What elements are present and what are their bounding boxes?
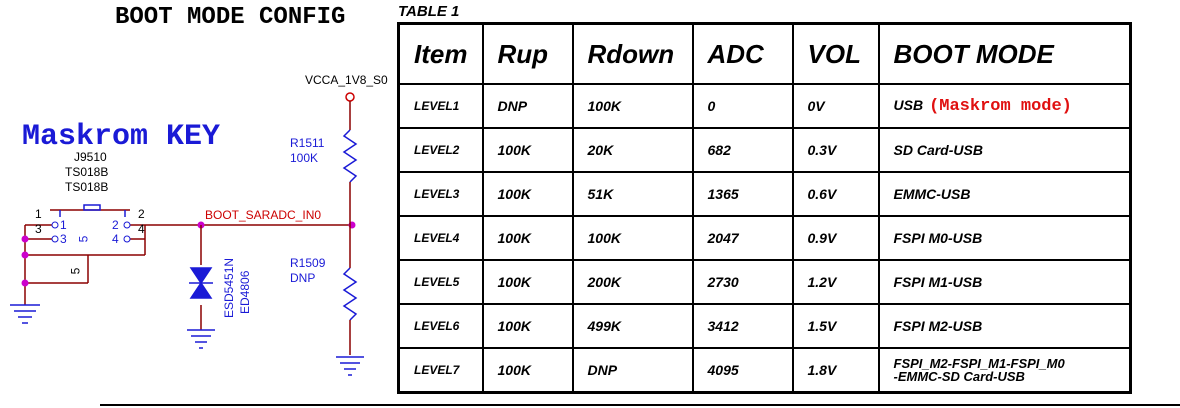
vol-cell: 1.2V — [791, 259, 880, 305]
pin-label: 2 — [112, 218, 119, 232]
resistor-value: 100K — [290, 151, 319, 165]
rup-cell: DNP — [481, 83, 574, 129]
adc-cell: 4095 — [691, 347, 794, 394]
pin-label: 1 — [35, 207, 42, 221]
rdown-cell: 100K — [571, 215, 694, 261]
diode-part: ESD5451N — [222, 257, 236, 318]
rup-cell: 100K — [481, 215, 574, 261]
switch-part: TS018B — [65, 165, 109, 179]
adc-cell: 2730 — [691, 259, 794, 305]
resistor-r1511 — [342, 101, 358, 225]
level-cell: LEVEL4 — [397, 215, 484, 261]
maskrom-switch — [24, 204, 200, 305]
maskrom-label: Maskrom KEY — [22, 120, 221, 154]
rdown-cell: 51K — [571, 171, 694, 217]
level-cell: LEVEL5 — [397, 259, 484, 305]
boot-mode-cell: USB (Maskrom mode) — [877, 83, 1132, 129]
rup-cell: 100K — [481, 303, 574, 349]
vol-cell: 1.5V — [791, 303, 880, 349]
rdown-cell: 20K — [571, 127, 694, 173]
resistor-ref: R1511 — [290, 136, 325, 150]
pin-label: 3 — [60, 232, 67, 246]
ground-symbol-left — [10, 304, 40, 324]
rdown-cell: 499K — [571, 303, 694, 349]
vol-cell: 0.3V — [791, 127, 880, 173]
vol-cell: 1.8V — [791, 347, 880, 394]
boot-mode-cell: FSPI_M2-FSPI_M1-FSPI_M0 -EMMC-SD Card-USB — [877, 347, 1132, 394]
diode-package: ED4806 — [238, 270, 252, 314]
table-row: LEVEL6 100K 499K 3412 1.5V FSPI M2-USB — [397, 303, 1132, 349]
adc-cell: 1365 — [691, 171, 794, 217]
level-cell: LEVEL3 — [397, 171, 484, 217]
pin-label: 2 — [138, 207, 145, 221]
resistor-ref: R1509 — [290, 256, 326, 270]
page-title: BOOT MODE CONFIG — [115, 4, 346, 31]
table-row: LEVEL7 100K DNP 4095 1.8V FSPI_M2-FSPI_M… — [397, 347, 1132, 394]
rdown-cell: 100K — [571, 83, 694, 129]
switch-part-2: TS018B — [65, 180, 109, 194]
adc-cell: 2047 — [691, 215, 794, 261]
table-row: LEVEL2 100K 20K 682 0.3V SD Card-USB — [397, 127, 1132, 173]
switch-ref: J9510 — [74, 150, 107, 164]
level-cell: LEVEL6 — [397, 303, 484, 349]
boot-mode-table: Item Rup Rdown ADC VOL BOOT MODE LEVEL1 … — [397, 22, 1132, 394]
boot-mode-line-1: FSPI_M2-FSPI_M1-FSPI_M0 — [893, 356, 1065, 371]
column-header: Rdown — [571, 22, 694, 85]
boot-mode-cell: SD Card-USB — [877, 127, 1132, 173]
rup-cell: 100K — [481, 347, 574, 394]
rup-cell: 100K — [481, 127, 574, 173]
level-cell: LEVEL7 — [397, 347, 484, 394]
column-header: Rup — [481, 22, 574, 85]
ground-symbol-right — [336, 356, 364, 376]
column-header: ADC — [691, 22, 794, 85]
boot-mode-cell: FSPI M1-USB — [877, 259, 1132, 305]
table-row: LEVEL3 100K 51K 1365 0.6V EMMC-USB — [397, 171, 1132, 217]
vol-cell: 0.9V — [791, 215, 880, 261]
divider-line — [100, 404, 1180, 406]
schematic-diagram — [10, 92, 364, 376]
esd-diode-body — [189, 267, 213, 299]
table-row: LEVEL4 100K 100K 2047 0.9V FSPI M0-USB — [397, 215, 1132, 261]
ground-symbol-mid — [187, 329, 215, 349]
adc-cell: 3412 — [691, 303, 794, 349]
resistor-value: DNP — [290, 271, 316, 285]
resistor-r1509 — [342, 225, 358, 355]
maskrom-note: (Maskrom mode) — [929, 96, 1072, 116]
vol-cell: 0V — [791, 83, 880, 129]
vcc-label: VCCA_1V8_S0 — [305, 73, 388, 87]
boot-mode-text: USB — [893, 96, 924, 113]
column-header: Item — [397, 22, 484, 85]
table-label: TABLE 1 — [398, 3, 460, 20]
boot-mode-line-2: -EMMC-SD Card-USB — [893, 369, 1025, 384]
table-row: LEVEL5 100K 200K 2730 1.2V FSPI M1-USB — [397, 259, 1132, 305]
rup-cell: 100K — [481, 259, 574, 305]
level-cell: LEVEL1 — [397, 83, 484, 129]
pin-label: 5 — [76, 235, 91, 243]
net-label: BOOT_SARADC_IN0 — [205, 208, 322, 222]
table-row: LEVEL1 DNP 100K 0 0V USB (Maskrom mode) — [397, 83, 1132, 129]
pin-label: 3 — [35, 222, 42, 236]
pin-label: 4 — [112, 232, 119, 246]
rup-cell: 100K — [481, 171, 574, 217]
column-header: VOL — [791, 22, 880, 85]
column-header: BOOT MODE — [877, 22, 1132, 85]
vol-cell: 0.6V — [791, 171, 880, 217]
pin-label: 4 — [138, 222, 145, 236]
table-header-row: Item Rup Rdown ADC VOL BOOT MODE — [397, 22, 1132, 85]
rdown-cell: DNP — [571, 347, 694, 394]
pin-label: 5 — [68, 267, 83, 275]
adc-cell: 682 — [691, 127, 794, 173]
boot-mode-cell: FSPI M2-USB — [877, 303, 1132, 349]
boot-mode-cell: EMMC-USB — [877, 171, 1132, 217]
rdown-cell: 200K — [571, 259, 694, 305]
level-cell: LEVEL2 — [397, 127, 484, 173]
boot-mode-cell: FSPI M0-USB — [877, 215, 1132, 261]
adc-cell: 0 — [691, 83, 794, 129]
pin-label: 1 — [60, 218, 67, 232]
